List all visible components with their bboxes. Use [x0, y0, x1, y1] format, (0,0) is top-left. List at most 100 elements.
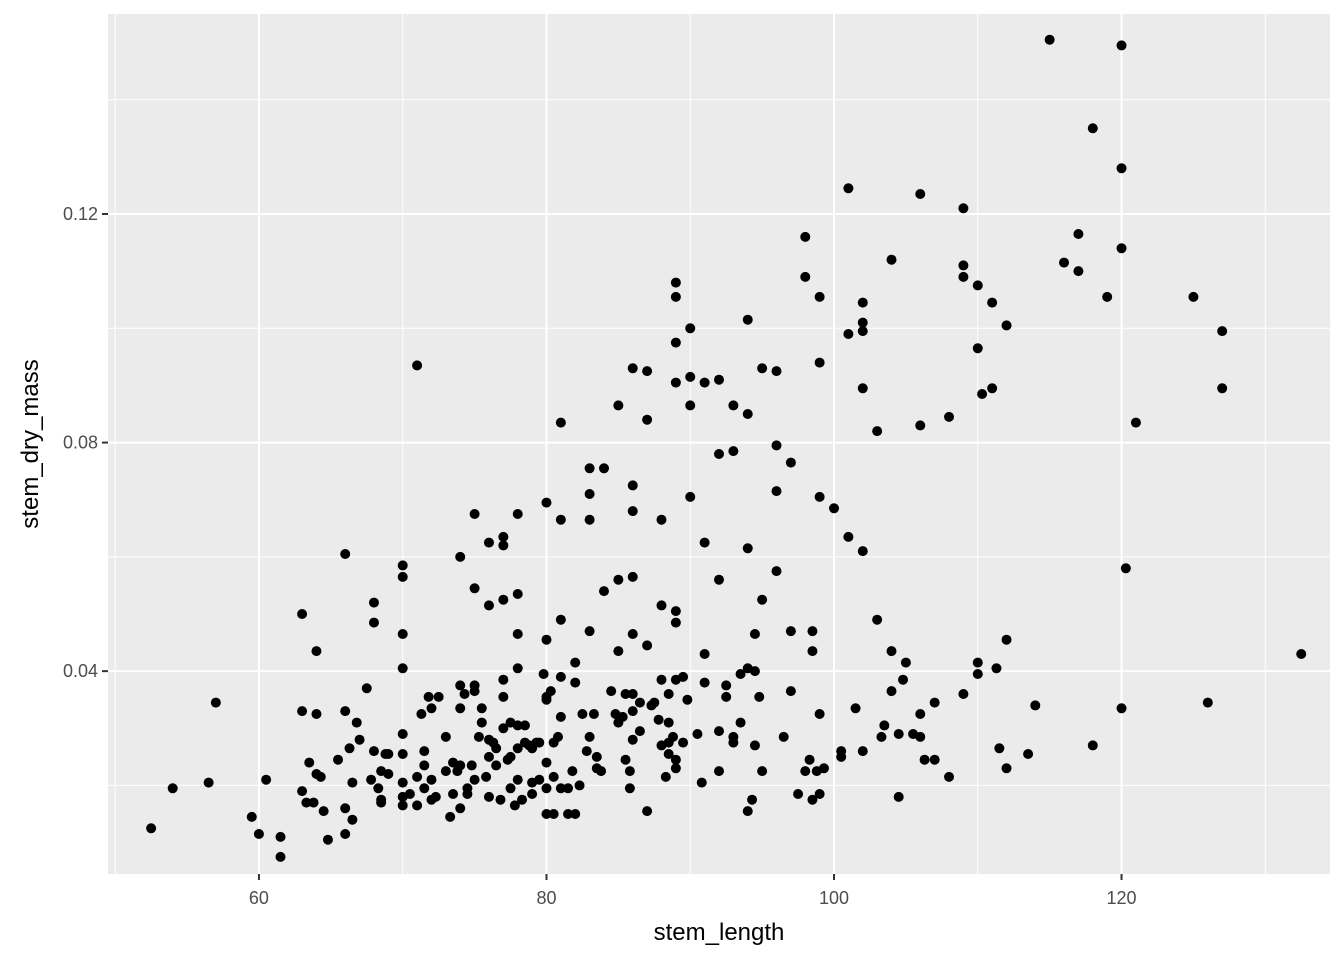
- data-point: [373, 783, 384, 794]
- data-point: [318, 806, 329, 817]
- data-point: [570, 809, 581, 819]
- data-point: [678, 737, 689, 748]
- data-point: [301, 797, 312, 808]
- data-point: [311, 709, 322, 719]
- data-point: [742, 543, 753, 554]
- data-point: [915, 420, 926, 431]
- data-point: [670, 606, 681, 617]
- data-point: [426, 703, 437, 714]
- data-point: [656, 600, 667, 611]
- data-point: [368, 617, 379, 628]
- data-point: [1023, 749, 1034, 759]
- data-point: [977, 389, 988, 399]
- data-point: [663, 717, 674, 728]
- data-point: [836, 751, 847, 762]
- data-point: [850, 703, 861, 714]
- data-point: [397, 663, 408, 674]
- data-point: [534, 737, 545, 748]
- data-point: [466, 760, 477, 771]
- data-point: [598, 463, 609, 474]
- data-point: [749, 629, 760, 639]
- data-point: [483, 791, 494, 802]
- data-point: [1087, 123, 1098, 134]
- data-point: [596, 766, 607, 777]
- data-point: [857, 317, 868, 328]
- data-point: [663, 749, 674, 759]
- data-point: [383, 749, 394, 759]
- data-point: [728, 400, 739, 411]
- data-point: [742, 409, 753, 419]
- data-point: [778, 731, 789, 742]
- data-point: [818, 763, 829, 774]
- data-point: [455, 703, 466, 714]
- data-point: [203, 777, 214, 788]
- data-point: [340, 829, 351, 839]
- data-point: [721, 691, 732, 702]
- data-point: [879, 720, 890, 731]
- data-point: [552, 731, 563, 742]
- data-point: [440, 766, 451, 777]
- data-point: [670, 754, 681, 765]
- data-point: [754, 691, 765, 702]
- data-point: [886, 646, 897, 657]
- data-point: [627, 571, 638, 582]
- x-tick-label: 80: [536, 888, 556, 908]
- data-point: [481, 771, 492, 782]
- data-point: [757, 594, 768, 605]
- data-point: [958, 271, 969, 282]
- data-point: [541, 783, 552, 794]
- data-point: [570, 657, 581, 668]
- data-point: [430, 791, 441, 802]
- data-point: [404, 789, 415, 799]
- data-point: [627, 629, 638, 639]
- data-point: [972, 657, 983, 668]
- data-point: [613, 646, 624, 657]
- data-point: [721, 680, 732, 691]
- data-point: [972, 343, 983, 354]
- data-point: [512, 629, 523, 639]
- data-point: [588, 709, 599, 719]
- data-point: [584, 731, 595, 742]
- data-point: [361, 683, 372, 694]
- data-point: [1116, 40, 1127, 51]
- data-point: [512, 509, 523, 519]
- data-point: [900, 657, 911, 668]
- data-point: [1030, 700, 1041, 711]
- data-point: [771, 440, 782, 451]
- data-point: [670, 337, 681, 348]
- data-point: [545, 686, 556, 697]
- data-point: [699, 649, 710, 659]
- data-point: [555, 514, 566, 525]
- data-point: [1087, 740, 1098, 751]
- data-point: [800, 766, 811, 777]
- data-point: [469, 774, 480, 785]
- data-point: [678, 671, 689, 682]
- data-point: [634, 726, 645, 737]
- data-point: [804, 754, 815, 765]
- data-point: [433, 691, 444, 702]
- data-point: [670, 291, 681, 302]
- data-point: [627, 506, 638, 517]
- data-point: [627, 480, 638, 491]
- data-point: [412, 771, 423, 782]
- data-point: [699, 537, 710, 548]
- data-point: [567, 766, 578, 777]
- data-point: [728, 737, 739, 748]
- data-point: [397, 800, 408, 811]
- data-point: [376, 797, 387, 808]
- data-point: [771, 366, 782, 377]
- data-point: [886, 254, 897, 265]
- data-point: [958, 260, 969, 271]
- data-point: [1217, 326, 1228, 337]
- data-point: [419, 760, 430, 771]
- data-point: [829, 503, 840, 514]
- data-point: [340, 706, 351, 717]
- data-point: [660, 771, 671, 782]
- data-point: [1188, 291, 1199, 302]
- data-point: [491, 760, 502, 771]
- data-point: [210, 697, 221, 708]
- data-point: [419, 783, 430, 794]
- data-point: [714, 574, 724, 585]
- data-point: [872, 426, 883, 437]
- data-point: [757, 363, 768, 374]
